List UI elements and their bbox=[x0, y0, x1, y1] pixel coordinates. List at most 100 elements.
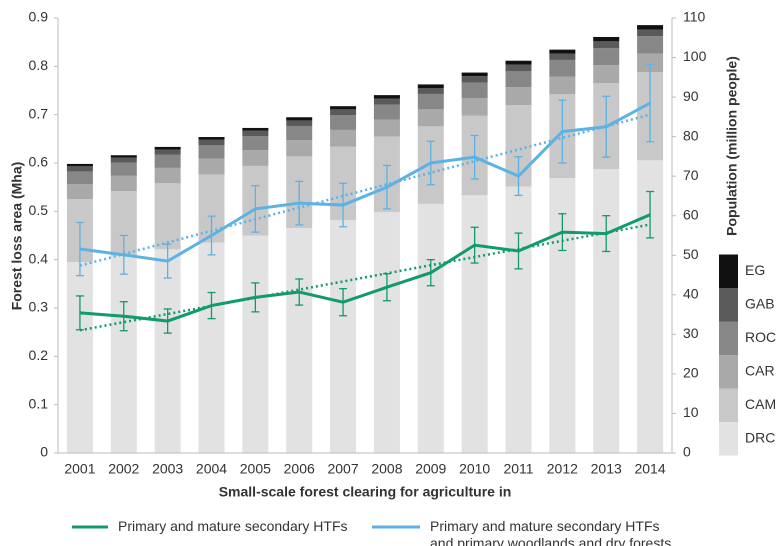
y2-tick-label: 90 bbox=[683, 88, 699, 104]
legend-label: GAB bbox=[745, 296, 775, 312]
bar-segment bbox=[373, 119, 400, 137]
bar-segment bbox=[286, 117, 313, 121]
legend-swatch bbox=[719, 355, 738, 389]
bar-segment bbox=[154, 154, 181, 168]
error-bar bbox=[75, 221, 84, 277]
x-tick-label: 2002 bbox=[108, 461, 139, 477]
y2-tick-label: 40 bbox=[683, 286, 699, 302]
bar-segment bbox=[593, 169, 620, 453]
y-tick-label: 0.8 bbox=[29, 57, 49, 73]
bar-segment bbox=[461, 82, 488, 99]
bar-segment bbox=[505, 64, 532, 71]
bar-segment bbox=[637, 53, 664, 73]
bar-segment bbox=[373, 104, 400, 120]
x-tick-label: 2013 bbox=[591, 461, 622, 477]
bar-segment bbox=[286, 125, 313, 141]
bar-segment bbox=[330, 220, 357, 453]
bar-segment bbox=[198, 145, 225, 159]
bar-segment bbox=[461, 76, 488, 83]
bar-segment bbox=[373, 212, 400, 453]
legend-label: DRC bbox=[745, 430, 775, 446]
x-axis-title: Small-scale forest clearing for agricult… bbox=[219, 484, 512, 500]
legend-label: EG bbox=[745, 262, 765, 278]
error-bar bbox=[75, 295, 84, 331]
legend-label: ROC bbox=[745, 329, 776, 345]
legend-swatch bbox=[719, 288, 738, 322]
bar-segment bbox=[417, 87, 444, 94]
bar-segment bbox=[154, 167, 181, 184]
bar-segment bbox=[66, 163, 93, 167]
bar-segment bbox=[637, 25, 664, 30]
bar-segment bbox=[198, 242, 225, 453]
bar-segment bbox=[242, 127, 269, 131]
bar-segment bbox=[154, 183, 181, 250]
bar-segment bbox=[242, 235, 269, 453]
bar-segment bbox=[505, 87, 532, 105]
bar-segment bbox=[66, 171, 93, 185]
bar-segment bbox=[417, 84, 444, 88]
legend-swatch bbox=[719, 422, 738, 456]
bar-segment bbox=[242, 136, 269, 151]
y-tick-label: 0.3 bbox=[29, 299, 49, 315]
x-tick-label: 2012 bbox=[547, 461, 578, 477]
bar-segment bbox=[66, 261, 93, 453]
bar-segment bbox=[154, 249, 181, 453]
y-tick-label: 0 bbox=[40, 444, 48, 460]
bar-segment bbox=[417, 93, 444, 110]
y2-tick-label: 10 bbox=[683, 404, 699, 420]
x-tick-label: 2001 bbox=[64, 461, 95, 477]
bar-segment bbox=[198, 139, 225, 146]
trend-line bbox=[79, 223, 651, 332]
bar-segment bbox=[593, 41, 620, 49]
legend-swatch bbox=[719, 254, 738, 288]
x-tick-label: 2008 bbox=[371, 461, 402, 477]
x-tick-label: 2011 bbox=[503, 461, 533, 477]
bar-segment bbox=[549, 76, 576, 95]
bar-segment bbox=[505, 186, 532, 454]
y2-tick-label: 60 bbox=[683, 206, 699, 222]
x-tick-label: 2006 bbox=[284, 461, 315, 477]
bar-segment bbox=[110, 175, 137, 192]
y-tick-label: 0.2 bbox=[29, 347, 49, 363]
bar-segment bbox=[330, 109, 357, 116]
y2-tick-label: 110 bbox=[683, 9, 706, 25]
bar-segment bbox=[549, 59, 576, 77]
x-tick-label: 2005 bbox=[240, 461, 271, 477]
bar-segment bbox=[242, 150, 269, 166]
bar-segment bbox=[593, 48, 620, 66]
bar-segment bbox=[286, 227, 313, 453]
bar-segment bbox=[198, 158, 225, 175]
x-tick-label: 2003 bbox=[152, 461, 183, 477]
line bbox=[79, 213, 651, 323]
x-tick-label: 2009 bbox=[415, 461, 446, 477]
bar-segment bbox=[330, 129, 357, 147]
bar-segment bbox=[154, 146, 181, 150]
legend-label: Primary and mature secondary HTFs bbox=[118, 518, 348, 534]
bar-segment bbox=[286, 120, 313, 126]
x-tick-label: 2010 bbox=[459, 461, 490, 477]
legend-label: CAR bbox=[745, 363, 775, 379]
bar-segment bbox=[549, 53, 576, 60]
bar-segment bbox=[330, 115, 357, 130]
x-tick-label: 2014 bbox=[634, 461, 665, 477]
bar-segment bbox=[461, 98, 488, 116]
bar-segment bbox=[373, 98, 400, 105]
bar-segment bbox=[637, 36, 664, 54]
bar-segment bbox=[110, 162, 137, 176]
y-tick-label: 0.5 bbox=[29, 202, 49, 218]
bar-segment bbox=[286, 140, 313, 157]
bar-segment bbox=[417, 109, 444, 127]
legend-label: CAM bbox=[745, 396, 776, 412]
x-tick-label: 2007 bbox=[327, 461, 358, 477]
bar-segment bbox=[637, 29, 664, 37]
bar-segment bbox=[154, 149, 181, 155]
bar-segment bbox=[66, 166, 93, 172]
legend-swatch bbox=[719, 321, 738, 355]
legend-label: Primary and mature secondary HTFs and pr… bbox=[430, 518, 672, 546]
y-tick-label: 0.1 bbox=[29, 395, 49, 411]
bar-segment bbox=[330, 106, 357, 110]
y2-axis-title: Population (million people) bbox=[724, 56, 740, 236]
y2-tick-label: 20 bbox=[683, 365, 699, 381]
